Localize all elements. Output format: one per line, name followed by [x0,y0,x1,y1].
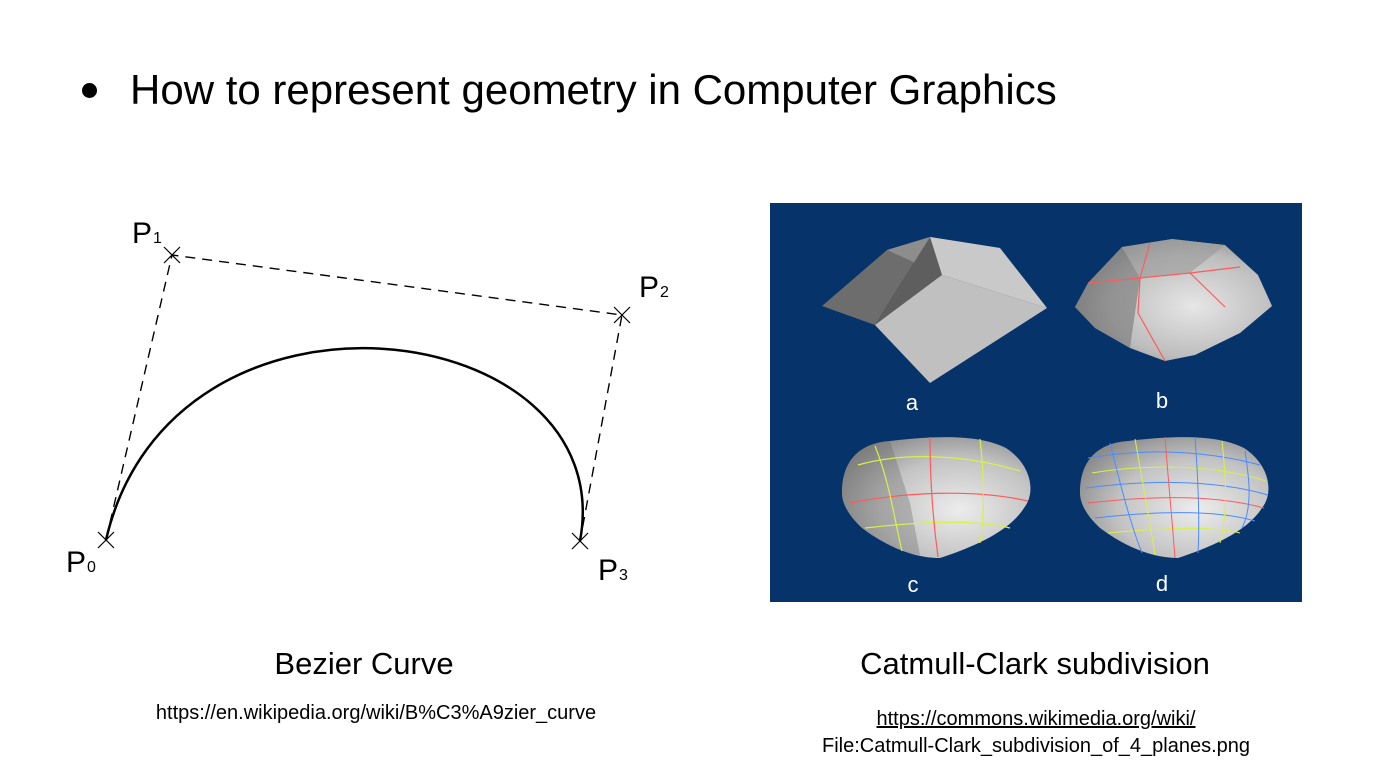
panel-label-d: d [1155,571,1169,596]
catmull-source-url-line1[interactable]: https://commons.wikimedia.org/wiki/ [786,706,1286,732]
panel-label-c: c [907,572,919,597]
slide-title: How to represent geometry in Computer Gr… [130,66,1057,113]
point-label-p3: P3 [598,554,628,587]
catmull-source-link[interactable]: https://commons.wikimedia.org/wiki/ [876,708,1196,730]
panel-b-subdivided [1075,239,1272,362]
bezier-source-url: https://en.wikipedia.org/wiki/B%C3%A9zie… [155,702,597,724]
bezier-curve [104,346,584,542]
panel-label-b: b [1155,388,1169,413]
bullet-dot-icon [82,82,97,98]
subdivision-illustration [822,237,1272,559]
panel-a-planes [822,237,1047,383]
control-point-p3-marker [571,532,589,550]
slide-bullet: How to represent geometry in Computer Gr… [82,64,1057,116]
control-polygon [105,254,623,542]
catmull-clark-image: a b c d [770,203,1302,602]
point-label-p0: P0 [66,546,96,579]
point-label-p2: P2 [639,271,669,304]
panel-c-subdivided [842,436,1031,558]
bezier-caption: Bezier Curve [274,646,454,681]
catmull-caption: Catmull-Clark subdivision [860,646,1210,681]
panel-d-subdivided [1080,436,1269,559]
control-point-p0-marker [97,531,115,549]
control-point-p2-marker [613,306,631,324]
control-point-p1-marker [163,246,181,264]
catmull-source-url-line2: File:Catmull-Clark_subdivision_of_4_plan… [821,735,1250,757]
bezier-diagram [97,246,631,550]
panel-label-a: a [905,390,919,415]
point-label-p1: P1 [132,217,162,250]
